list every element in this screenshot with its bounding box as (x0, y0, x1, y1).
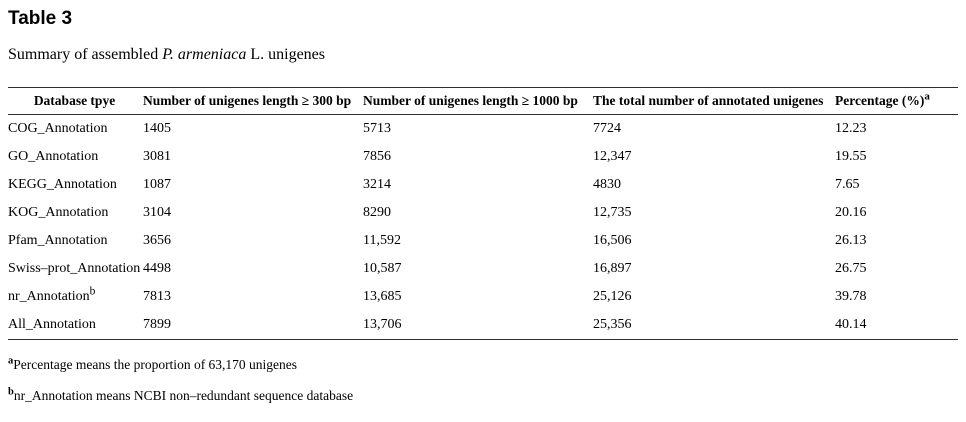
cell-total: 12,735 (593, 205, 632, 220)
footnote-a: aPercentage means the proportion of 63,1… (8, 355, 966, 373)
cell-len300: 7899 (143, 317, 171, 332)
table-row: KEGG_Annotation 1087 3214 4830 7.65 (8, 171, 958, 199)
cell-len300: 7813 (143, 289, 171, 304)
column-header-database: Database tpye (33, 93, 116, 108)
cell-database: nr_Annotationb (8, 283, 143, 311)
cell-percent: 26.75 (835, 261, 867, 276)
database-label: All_Annotation (8, 317, 96, 332)
table-footnotes: aPercentage means the proportion of 63,1… (8, 355, 966, 404)
cell-len1000: 13,706 (363, 317, 402, 332)
table-header-row: Database tpye Number of unigenes length … (8, 88, 958, 115)
table-row: All_Annotation 7899 13,706 25,356 40.14 (8, 311, 958, 340)
cell-len300: 3656 (143, 233, 171, 248)
column-header-len300: Number of unigenes length ≥ 300 bp (143, 93, 352, 108)
database-label: KEGG_Annotation (8, 177, 117, 192)
cell-total: 25,356 (593, 317, 632, 332)
cell-percent: 12.23 (835, 121, 867, 136)
column-header-percentage: Percentage (%)a (835, 88, 958, 115)
unigenes-summary-table: Database tpye Number of unigenes length … (8, 87, 958, 340)
cell-len1000: 10,587 (363, 261, 402, 276)
database-label: KOG_Annotation (8, 205, 109, 220)
table-caption: Summary of assembled P. armeniaca L. uni… (8, 46, 966, 64)
cell-len300: 4498 (143, 261, 171, 276)
cell-total: 16,897 (593, 261, 632, 276)
cell-database: All_Annotation (8, 311, 143, 340)
table-row: Pfam_Annotation 3656 11,592 16,506 26.13 (8, 227, 958, 255)
cell-database: GO_Annotation (8, 143, 143, 171)
cell-percent: 20.16 (835, 205, 867, 220)
paper-table-page: Table 3 Summary of assembled P. armeniac… (0, 8, 966, 422)
cell-total: 25,126 (593, 289, 632, 304)
table-row: KOG_Annotation 3104 8290 12,735 20.16 (8, 199, 958, 227)
cell-len300: 1405 (143, 121, 171, 136)
column-header-len1000: Number of unigenes length ≥ 1000 bp (363, 93, 578, 108)
cell-database: KOG_Annotation (8, 199, 143, 227)
cell-len1000: 5713 (363, 121, 391, 136)
footnote-a-text: Percentage means the proportion of 63,17… (13, 357, 298, 372)
footnote-b-text: nr_Annotation means NCBI non–redundant s… (13, 388, 354, 403)
page-title: Table 3 (8, 8, 73, 29)
caption-species-italic: P. armeniaca (162, 46, 247, 63)
table-row: COG_Annotation 1405 5713 7724 12.23 (8, 115, 958, 144)
table-row: Swiss–prot_Annotation 4498 10,587 16,897… (8, 255, 958, 283)
cell-len1000: 8290 (363, 205, 391, 220)
footnote-b: bnr_Annotation means NCBI non–redundant … (8, 386, 966, 404)
footnote-marker-b-ref: b (89, 285, 96, 298)
cell-len300: 3104 (143, 205, 171, 220)
caption-text-pre: Summary of assembled (8, 46, 163, 63)
cell-database: KEGG_Annotation (8, 171, 143, 199)
cell-percent: 19.55 (835, 149, 867, 164)
caption-text-post: L. unigenes (246, 46, 325, 63)
cell-database: Pfam_Annotation (8, 227, 143, 255)
cell-percent: 40.14 (835, 317, 867, 332)
cell-len1000: 3214 (363, 177, 391, 192)
cell-database: Swiss–prot_Annotation (8, 255, 143, 283)
database-label: COG_Annotation (8, 121, 108, 136)
cell-percent: 7.65 (835, 177, 860, 192)
table-row: nr_Annotationb 7813 13,685 25,126 39.78 (8, 283, 958, 311)
column-header-percentage-label: Percentage (%) (835, 93, 925, 108)
cell-total: 16,506 (593, 233, 632, 248)
cell-len1000: 7856 (363, 149, 391, 164)
cell-total: 12,347 (593, 149, 632, 164)
database-label: GO_Annotation (8, 149, 99, 164)
cell-database: COG_Annotation (8, 115, 143, 144)
footnote-b-marker: b (8, 386, 14, 398)
database-label: nr_Annotation (8, 289, 90, 304)
cell-total: 4830 (593, 177, 621, 192)
table-row: GO_Annotation 3081 7856 12,347 19.55 (8, 143, 958, 171)
column-header-total: The total number of annotated unigenes (593, 93, 824, 108)
footnote-a-marker: a (8, 355, 14, 367)
database-label: Swiss–prot_Annotation (8, 261, 141, 276)
cell-len300: 3081 (143, 149, 171, 164)
cell-len300: 1087 (143, 177, 171, 192)
cell-percent: 26.13 (835, 233, 867, 248)
cell-len1000: 13,685 (363, 289, 402, 304)
database-label: Pfam_Annotation (8, 233, 108, 248)
cell-total: 7724 (593, 121, 621, 136)
footnote-marker-a-ref: a (924, 90, 930, 103)
cell-len1000: 11,592 (363, 233, 401, 248)
cell-percent: 39.78 (835, 289, 867, 304)
